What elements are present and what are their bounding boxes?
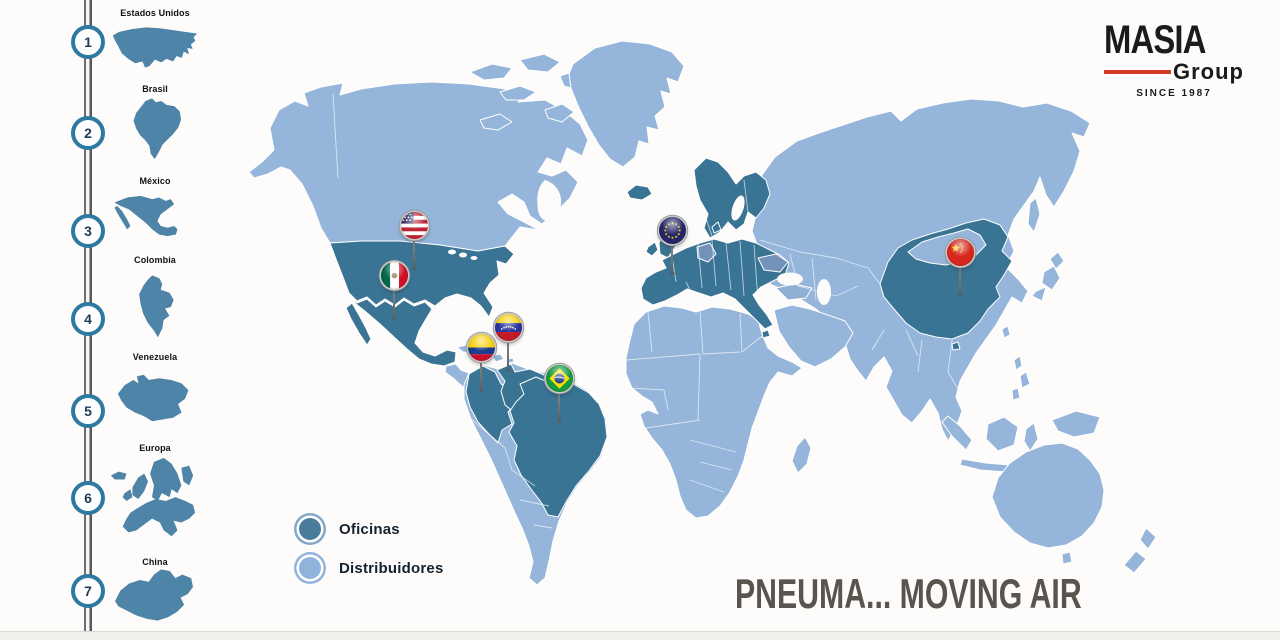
pin-stick [505,327,511,372]
map-australia [991,442,1105,549]
flag-ball-mx-icon [380,261,408,289]
logo-group-text: Group [1173,59,1244,84]
pin-stick [391,275,397,320]
sidebar-number-5: 5 [71,394,105,428]
pin-gloss [545,364,573,392]
office-pin-cn [946,238,974,297]
pin-stick [669,230,675,275]
pin-gloss [467,333,495,361]
sidebar-silhouette-brasil [121,97,191,163]
office-pin-mx [380,261,408,320]
legend-item-offices: Oficinas [296,516,443,542]
sidebar-number-2: 2 [71,116,105,150]
flag-ball-cn-icon [946,238,974,266]
pin-gloss [494,313,522,341]
sidebar-number-3: 3 [71,214,105,248]
map-usa-office [329,240,515,318]
pin-gloss [658,216,686,244]
logo-since-text: SINCE 1987 [1136,88,1212,99]
masia-group-logo: MASIA Group SINCE 1987 [1104,18,1244,99]
sidebar-label-mexico: México [139,176,171,186]
pin-gloss [380,261,408,289]
legend-item-distributors: Distribuidores [296,555,443,581]
legend-distributors-dot [299,557,321,579]
legend-distributors-label: Distribuidores [339,559,444,577]
legend-offices-label: Oficinas [339,520,400,538]
legend-offices-dot [299,518,321,540]
logo-brand-text: MASIA [1104,18,1206,62]
sidebar-number-6: 6 [71,481,105,515]
pin-gloss [946,238,974,266]
pin-stick [556,378,562,423]
sidebar-label-europa: Europa [139,443,171,453]
map-colombia-office [465,365,517,444]
sidebar-silhouette-europa [103,454,201,548]
sidebar-silhouette-colombia [119,267,191,350]
flag-ball-eu-icon [658,216,686,244]
map-greenland [568,40,685,168]
map-country-borders [332,93,963,529]
sidebar-number-4: 4 [71,302,105,336]
flag-ball-br-icon [545,364,573,392]
pin-gloss [400,211,428,239]
sidebar-label-colombia: Colombia [134,255,176,265]
sidebar-label-venezuela: Venezuela [132,352,178,362]
logo-red-line [1104,70,1171,74]
flag-ball-co-icon [467,333,495,361]
bottom-edge-line [0,631,1280,640]
map-mexico-office [348,294,457,367]
office-pin-eu [658,216,686,275]
pin-stick [478,347,484,392]
logo-row: Group [1104,59,1244,85]
tagline: PNEUMA... MOVING AIR [735,570,1082,617]
map-europe-office [626,157,790,339]
sidebar-silhouette-china [105,564,203,626]
sidebar-number-1: 1 [71,25,105,59]
office-pin-co [467,333,495,392]
office-pin-us [400,211,428,270]
pin-stick [411,225,417,270]
sidebar-silhouette-venezuela [111,367,197,429]
sidebar-label-usa: Estados Unidos [120,8,190,18]
sidebar-number-7: 7 [71,574,105,608]
map-africa [625,305,803,519]
office-pin-ve [494,313,522,372]
sidebar-label-china: China [142,557,168,567]
sidebar-label-brasil: Brasil [142,84,168,94]
pin-stick [957,252,963,297]
flag-ball-ve-icon [494,313,522,341]
office-pin-br [545,364,573,423]
map-legend: Oficinas Distribuidores [296,516,443,594]
flag-ball-us-icon [400,211,428,239]
sidebar-silhouette-mexico [112,191,196,246]
sidebar-silhouette-usa [109,22,201,74]
